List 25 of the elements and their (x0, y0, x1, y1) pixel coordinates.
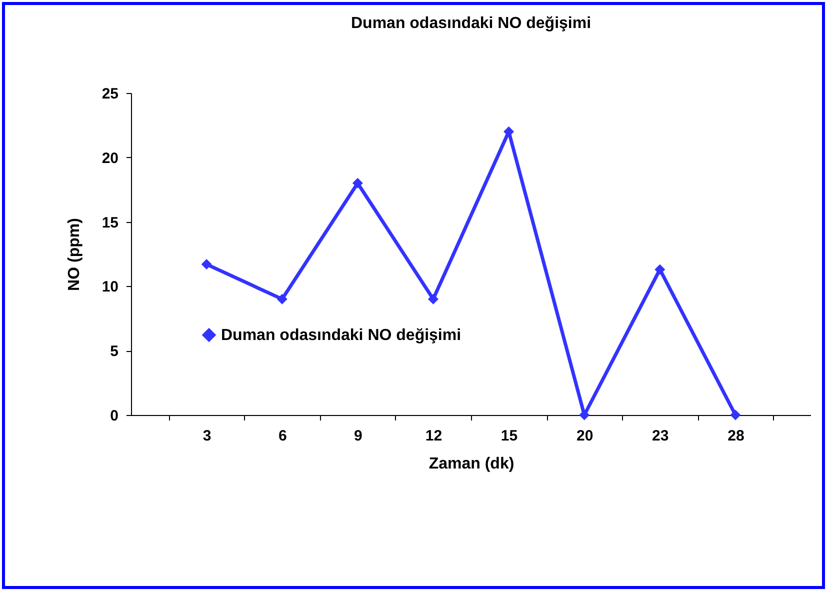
point (428, 294, 438, 304)
y-tick-label: 5 (110, 343, 118, 360)
x-tick-label: 28 (728, 428, 744, 444)
point (579, 410, 590, 420)
point (730, 410, 741, 420)
y-tick-label: 15 (102, 214, 118, 232)
point (276, 294, 288, 304)
x-tick-label: 6 (278, 428, 287, 444)
y-axis-title: NO (ppm) (66, 218, 83, 291)
point (201, 259, 212, 270)
x-tick-label: 12 (425, 428, 442, 444)
y-tick-label: 25 (102, 86, 118, 102)
x-tick-label: 9 (354, 428, 362, 444)
y-tick-label: 0 (110, 408, 118, 424)
x-tick-label: 23 (652, 428, 669, 444)
legend-label: Duman odasındaki NO değişimi (221, 327, 462, 344)
y-tick-label: 10 (102, 278, 118, 296)
x-tick-label: 15 (500, 428, 518, 444)
x-axis-title: Zaman (dk) (428, 456, 514, 472)
point (352, 178, 363, 188)
x-tick-label: 3 (202, 428, 212, 444)
x-tick-label: 20 (576, 428, 594, 444)
chart-title: Duman odasındaki NO değişimi (350, 15, 592, 32)
y-tick-label: 20 (102, 150, 118, 167)
point (654, 264, 666, 275)
